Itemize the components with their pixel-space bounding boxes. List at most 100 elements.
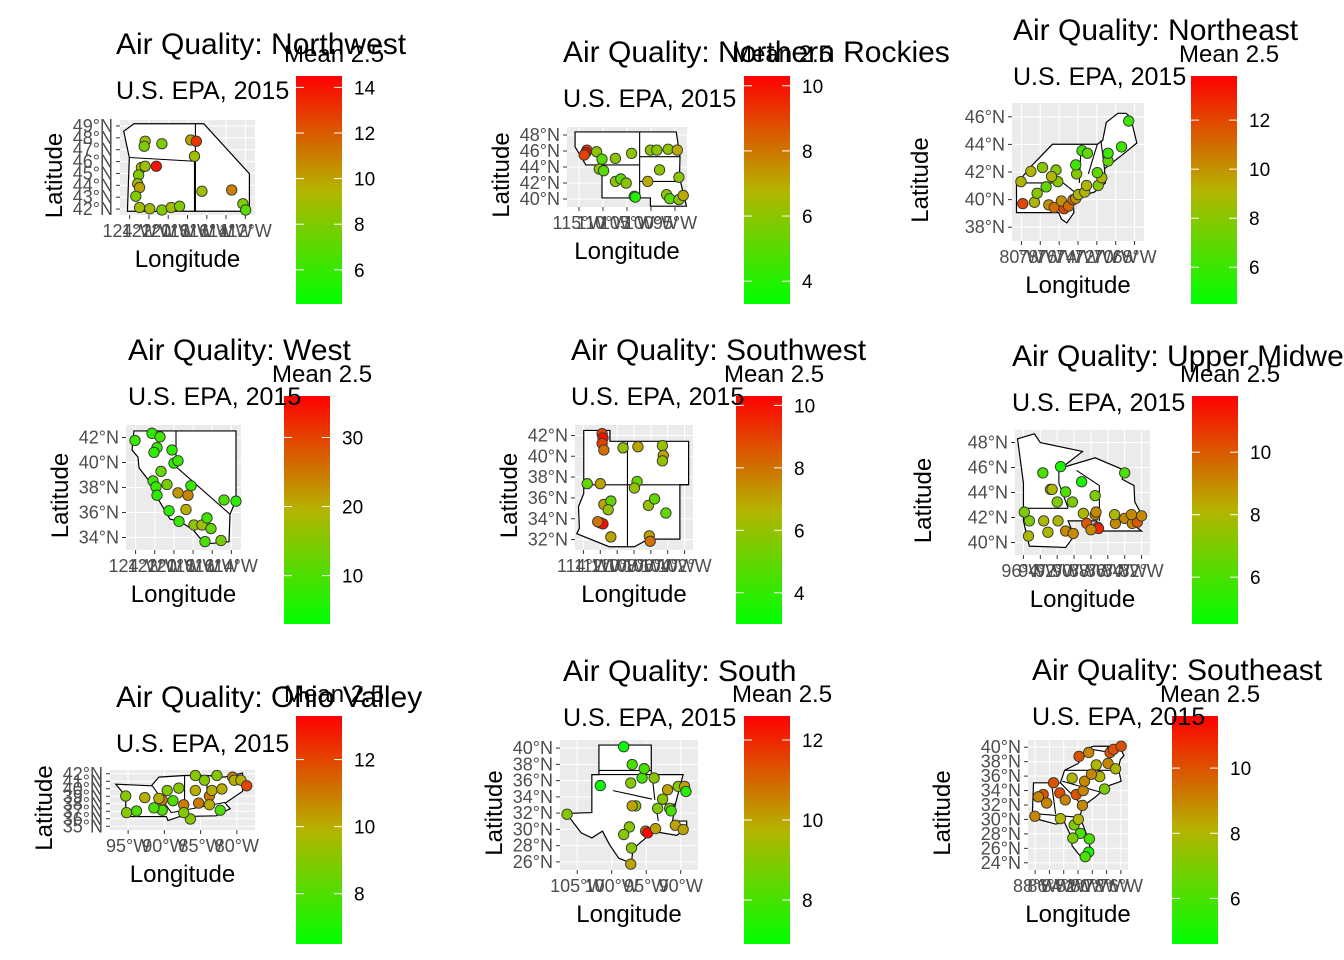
y-tick-label: 42°N bbox=[520, 173, 560, 193]
x-axis-title: Longitude bbox=[574, 238, 679, 265]
y-axis-title: Latitude bbox=[481, 770, 508, 855]
y-tick-label: 39°N bbox=[63, 786, 103, 806]
y-tick-label: 42°N bbox=[73, 199, 113, 219]
data-point bbox=[205, 522, 217, 535]
y-tick-label: 32°N bbox=[513, 803, 553, 823]
data-point bbox=[173, 200, 186, 212]
data-point bbox=[1090, 506, 1102, 518]
x-tick-label: 80°W bbox=[215, 836, 259, 856]
y-tick-label: 48°N bbox=[73, 128, 113, 148]
data-point bbox=[144, 203, 156, 215]
y-tick-label: 40°N bbox=[513, 738, 553, 758]
data-point bbox=[1054, 460, 1067, 473]
x-axis-title: Longitude bbox=[1025, 901, 1130, 928]
y-tick-label: 46°N bbox=[968, 458, 1008, 478]
chart-title: Air Quality: West bbox=[128, 334, 351, 367]
data-point bbox=[1051, 496, 1063, 508]
chart-subtitle: U.S. EPA, 2015 bbox=[1012, 389, 1185, 417]
colorbar-tick-label: 12 bbox=[354, 124, 375, 145]
colorbar-tick-label: 10 bbox=[802, 77, 823, 98]
data-point bbox=[178, 806, 190, 819]
y-tick-label: 38°N bbox=[528, 467, 568, 487]
data-point bbox=[625, 858, 637, 870]
data-point bbox=[1125, 508, 1138, 521]
colorbar bbox=[744, 716, 790, 944]
data-point bbox=[1085, 768, 1098, 780]
legend-title: Mean 2.5 bbox=[732, 41, 832, 68]
y-tick-label: 32°N bbox=[981, 795, 1021, 815]
data-point bbox=[596, 153, 608, 165]
x-tick-label: 90°W bbox=[142, 836, 186, 856]
data-point bbox=[167, 795, 179, 807]
y-tick-label: 36°N bbox=[63, 809, 103, 829]
colorbar-tick-label: 20 bbox=[342, 498, 363, 519]
legend-title: Mean 2.5 bbox=[272, 361, 372, 388]
y-tick-label: 38°N bbox=[965, 217, 1005, 237]
data-point bbox=[1090, 759, 1102, 771]
colorbar-tick-label: 6 bbox=[1230, 889, 1241, 910]
data-point bbox=[1025, 165, 1037, 178]
data-point bbox=[173, 782, 185, 794]
x-tick-label: 94°W bbox=[1018, 561, 1062, 581]
data-point bbox=[1059, 794, 1071, 806]
data-point bbox=[623, 821, 636, 833]
data-point bbox=[1091, 166, 1103, 179]
chart-title: Air Quality: South bbox=[563, 655, 796, 688]
data-point bbox=[190, 135, 202, 147]
x-tick-label: 100°W bbox=[624, 213, 678, 233]
data-point bbox=[161, 478, 173, 491]
data-point bbox=[196, 185, 208, 197]
data-point bbox=[1054, 812, 1067, 825]
data-point bbox=[182, 489, 194, 501]
x-tick-label: 110°W bbox=[591, 556, 644, 576]
data-point bbox=[671, 144, 683, 156]
y-tick-label: 36°N bbox=[79, 503, 119, 523]
x-tick-label: 124°W bbox=[103, 221, 157, 241]
x-tick-label: 95°W bbox=[106, 836, 150, 856]
y-tick-label: 48°N bbox=[968, 433, 1008, 453]
y-tick-label: 36°N bbox=[981, 766, 1021, 786]
data-point bbox=[656, 440, 669, 452]
y-tick-label: 26°N bbox=[513, 852, 553, 872]
data-point bbox=[625, 777, 637, 789]
data-point bbox=[1042, 526, 1054, 538]
data-point bbox=[1067, 527, 1079, 540]
data-point bbox=[1077, 507, 1089, 519]
x-axis-title: Longitude bbox=[131, 581, 236, 608]
state-boundary bbox=[1076, 469, 1100, 487]
data-point bbox=[638, 763, 650, 775]
data-point bbox=[677, 189, 689, 202]
colorbar-tick-label: 10 bbox=[1250, 443, 1271, 464]
data-point bbox=[649, 822, 662, 835]
colorbar bbox=[296, 76, 342, 304]
state-boundary bbox=[129, 156, 195, 162]
x-tick-label: 80°W bbox=[1070, 876, 1114, 896]
data-point bbox=[150, 160, 162, 172]
data-point bbox=[644, 535, 656, 547]
x-tick-label: 88°W bbox=[1013, 876, 1057, 896]
x-tick-label: 70°W bbox=[1094, 247, 1138, 267]
data-point bbox=[597, 165, 610, 177]
data-point bbox=[618, 741, 630, 753]
data-point bbox=[656, 455, 669, 467]
data-point bbox=[133, 201, 146, 214]
data-point bbox=[1089, 490, 1101, 502]
data-point bbox=[138, 140, 150, 152]
data-point bbox=[656, 793, 669, 805]
chart-subtitle: U.S. EPA, 2015 bbox=[116, 730, 289, 758]
colorbar-tick-label: 6 bbox=[802, 207, 813, 228]
data-point bbox=[198, 774, 211, 786]
colorbar bbox=[744, 76, 790, 304]
data-point bbox=[626, 758, 638, 771]
colorbar-tick-label: 6 bbox=[1249, 258, 1260, 279]
y-tick-label: 42°N bbox=[968, 508, 1008, 528]
data-point bbox=[1102, 757, 1114, 770]
y-tick-label: 24°N bbox=[981, 853, 1021, 873]
data-point bbox=[154, 431, 166, 443]
y-axis-title: Latitude bbox=[496, 453, 523, 538]
y-tick-label: 40°N bbox=[63, 779, 103, 799]
data-point bbox=[1031, 187, 1043, 199]
colorbar-tick-label: 4 bbox=[802, 272, 813, 293]
data-point bbox=[215, 534, 227, 547]
